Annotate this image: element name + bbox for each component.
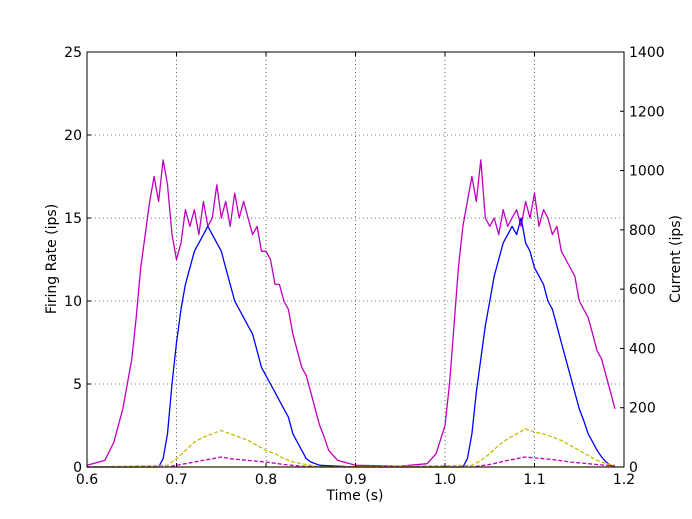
x-tick-label: 1.2 (613, 472, 635, 488)
x-tick-label: 0.6 (76, 472, 98, 488)
x-axis-label: Time (s) (326, 488, 384, 504)
y-gridlines (87, 134, 624, 385)
y2-tick-label: 1200 (629, 104, 665, 120)
x-tick-label: 0.8 (255, 472, 277, 488)
series-line-blue-solid (87, 217, 616, 468)
series-line-magenta-solid (86, 159, 616, 467)
y2-tick-label: 800 (629, 223, 656, 239)
y-axis-label: Firing Rate (ips) (44, 204, 60, 314)
x-axis-ticks: 0.6 0.7 0.8 0.9 1.0 1.1 1.2 (76, 52, 635, 488)
y2-axis-label: Current (ips) (668, 215, 684, 303)
y-tick-label: 10 (64, 294, 82, 310)
x-tick-label: 1.1 (523, 472, 545, 488)
y2-tick-label: 1000 (629, 164, 665, 180)
y2-tick-label: 0 (629, 460, 638, 476)
x-tick-label: 1.0 (434, 472, 456, 488)
y-axis-ticks: 0 5 10 15 20 25 (64, 45, 91, 476)
x-tick-label: 0.9 (344, 472, 366, 488)
x-tick-label: 0.7 (165, 472, 187, 488)
y-tick-label: 5 (73, 377, 82, 393)
y2-tick-label: 200 (629, 401, 656, 417)
y-tick-label: 15 (64, 211, 82, 227)
y-tick-label: 0 (73, 460, 82, 476)
y2-tick-label: 400 (629, 341, 656, 357)
series-line-olive-dashed (86, 428, 616, 468)
y2-tick-label: 1400 (629, 45, 665, 61)
y2-tick-label: 600 (629, 282, 656, 298)
y2-axis-ticks: 0 200 400 600 800 1000 1200 1400 (620, 45, 665, 476)
y-tick-label: 20 (64, 128, 82, 144)
y-tick-label: 25 (64, 45, 82, 61)
